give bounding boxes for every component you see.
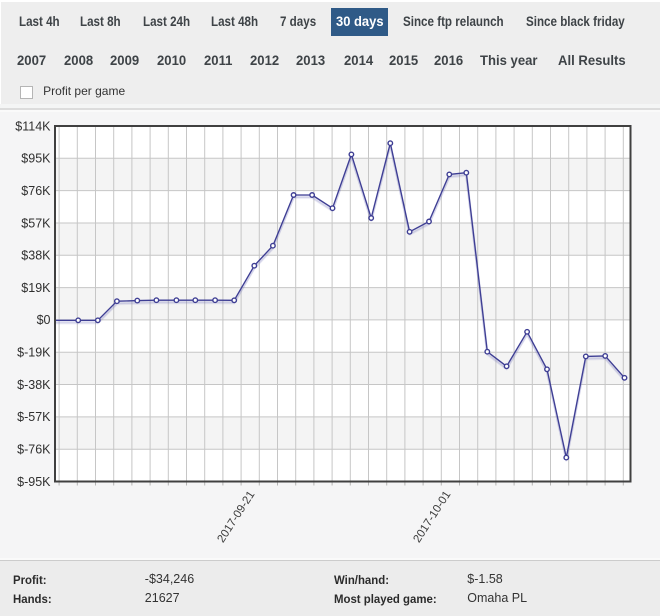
svg-text:2017-09-21: 2017-09-21 [215, 489, 257, 545]
svg-text:$-19K: $-19K [17, 346, 51, 360]
svg-text:$95K: $95K [21, 152, 51, 166]
svg-text:$38K: $38K [21, 249, 51, 263]
svg-text:$-57K: $-57K [17, 410, 51, 424]
svg-text:$114K: $114K [15, 119, 51, 133]
svg-text:$-38K: $-38K [17, 378, 51, 392]
svg-text:$57K: $57K [21, 216, 51, 230]
svg-text:$-76K: $-76K [17, 443, 51, 457]
svg-text:$0: $0 [37, 313, 51, 327]
svg-text:$19K: $19K [21, 281, 51, 295]
svg-text:2017-10-01: 2017-10-01 [411, 489, 453, 545]
svg-text:$-95K: $-95K [17, 475, 51, 489]
svg-text:$76K: $76K [21, 184, 51, 198]
